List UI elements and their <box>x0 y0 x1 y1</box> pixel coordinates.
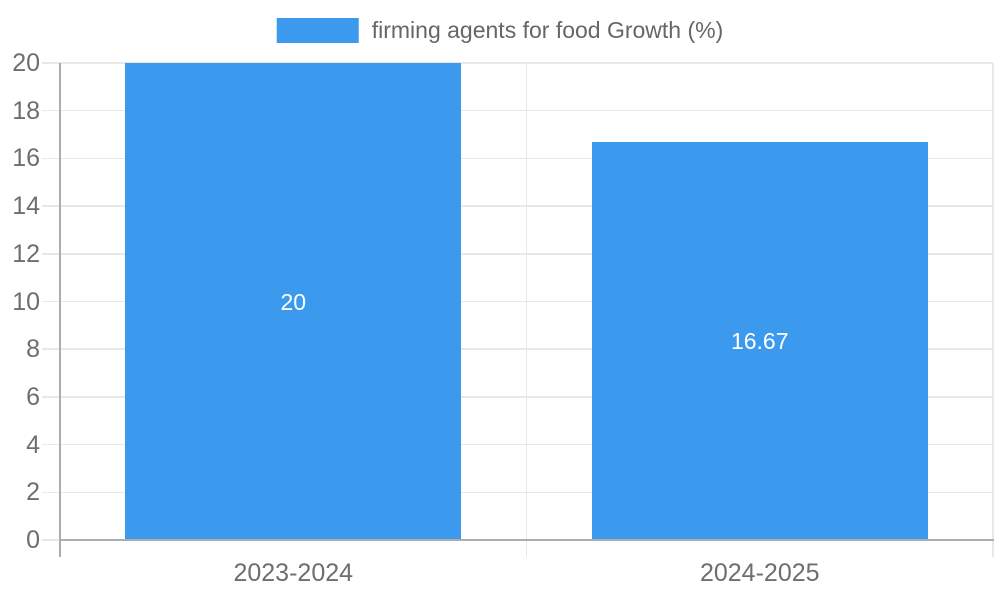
y-gridline <box>42 348 993 350</box>
category-boundary-gridline <box>525 63 528 557</box>
x-tick-label: 2023-2024 <box>233 559 354 587</box>
y-tick-label: 8 <box>26 335 40 364</box>
y-gridline <box>42 62 993 64</box>
y-tick-label: 20 <box>12 49 40 77</box>
y-axis-tick <box>42 539 60 541</box>
y-gridline <box>42 443 993 446</box>
y-tick-label: 18 <box>12 96 40 125</box>
y-gridline <box>42 205 993 207</box>
y-gridline <box>42 300 993 303</box>
x-tick-label: 2024-2025 <box>699 559 820 587</box>
y-gridline <box>42 157 993 160</box>
y-axis-line <box>59 63 61 557</box>
x-axis-line <box>60 539 994 541</box>
y-gridline <box>42 491 993 494</box>
y-tick-label: 0 <box>26 526 40 554</box>
bar <box>591 142 928 540</box>
y-tick-label: 6 <box>26 382 40 411</box>
y-gridline <box>42 396 993 398</box>
bar-value-label: 16.67 <box>730 328 789 355</box>
y-tick-label: 2 <box>26 478 40 507</box>
y-tick-label: 14 <box>12 192 40 221</box>
category-boundary-gridline <box>992 63 994 557</box>
legend-swatch <box>276 18 359 43</box>
bar <box>125 63 462 540</box>
y-tick-label: 12 <box>12 239 40 268</box>
y-tick-label: 10 <box>12 287 40 316</box>
y-gridline <box>42 109 993 112</box>
bar-value-label: 20 <box>280 288 307 315</box>
y-tick-label: 4 <box>26 430 40 459</box>
chart-legend[interactable]: firming agents for food Growth (%) <box>276 17 724 44</box>
y-gridline <box>42 253 993 255</box>
legend-label: firming agents for food Growth (%) <box>371 17 724 43</box>
y-tick-label: 16 <box>12 144 40 173</box>
